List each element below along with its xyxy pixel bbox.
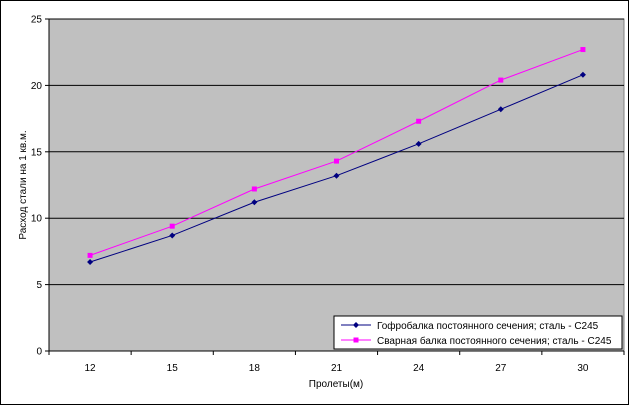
y-tick-label: 5	[36, 280, 42, 291]
plot-area	[48, 18, 625, 352]
data-point-series-2	[498, 77, 504, 83]
data-point-series-2	[334, 158, 339, 164]
x-tick-label: 18	[249, 363, 261, 374]
data-point-series-1	[333, 172, 340, 179]
axes: 0 5 10 15 20 25 12 15 18 21 24 27 30	[31, 15, 625, 374]
gridlines	[49, 18, 624, 286]
data-point-series-2	[416, 118, 422, 124]
x-axis-title: Пролеты(м)	[309, 379, 363, 390]
y-axis-title: Расход стали на 1 кв.м.	[18, 130, 29, 239]
data-point-series-1	[251, 199, 258, 206]
data-point-series-2	[580, 47, 586, 53]
x-tick-label: 24	[413, 363, 425, 374]
data-point-series-1	[579, 71, 586, 78]
data-point-series-2	[251, 186, 257, 192]
legend-marker-series-1	[353, 322, 359, 328]
legend-box	[333, 315, 623, 350]
x-tick-label: 21	[331, 363, 343, 374]
y-tick-label: 25	[31, 15, 43, 26]
y-tick-label: 10	[31, 214, 43, 225]
data-point-series-1	[87, 259, 94, 266]
x-tick-label: 27	[495, 363, 507, 374]
legend-marker-series-2	[353, 337, 359, 343]
data-point-series-1	[169, 232, 176, 239]
y-tick-label: 20	[31, 81, 43, 92]
data-point-series-2	[169, 223, 175, 229]
x-tick-label: 30	[577, 363, 589, 374]
legend-label-series-2: Сварная балка постоянного сечения; сталь…	[377, 335, 612, 347]
legend-label-series-1: Гофробалка постоянного сечения; сталь - …	[377, 320, 599, 332]
data-point-series-1	[497, 106, 504, 113]
x-tick-label: 15	[167, 363, 179, 374]
data-point-series-2	[87, 252, 93, 258]
y-tick-label: 15	[31, 147, 43, 158]
series-layer	[87, 47, 586, 266]
y-tick-label: 0	[36, 347, 42, 358]
legend: Гофробалка постоянного сечения; сталь - …	[333, 315, 623, 350]
data-point-series-1	[415, 140, 422, 147]
x-tick-label: 12	[85, 363, 97, 374]
